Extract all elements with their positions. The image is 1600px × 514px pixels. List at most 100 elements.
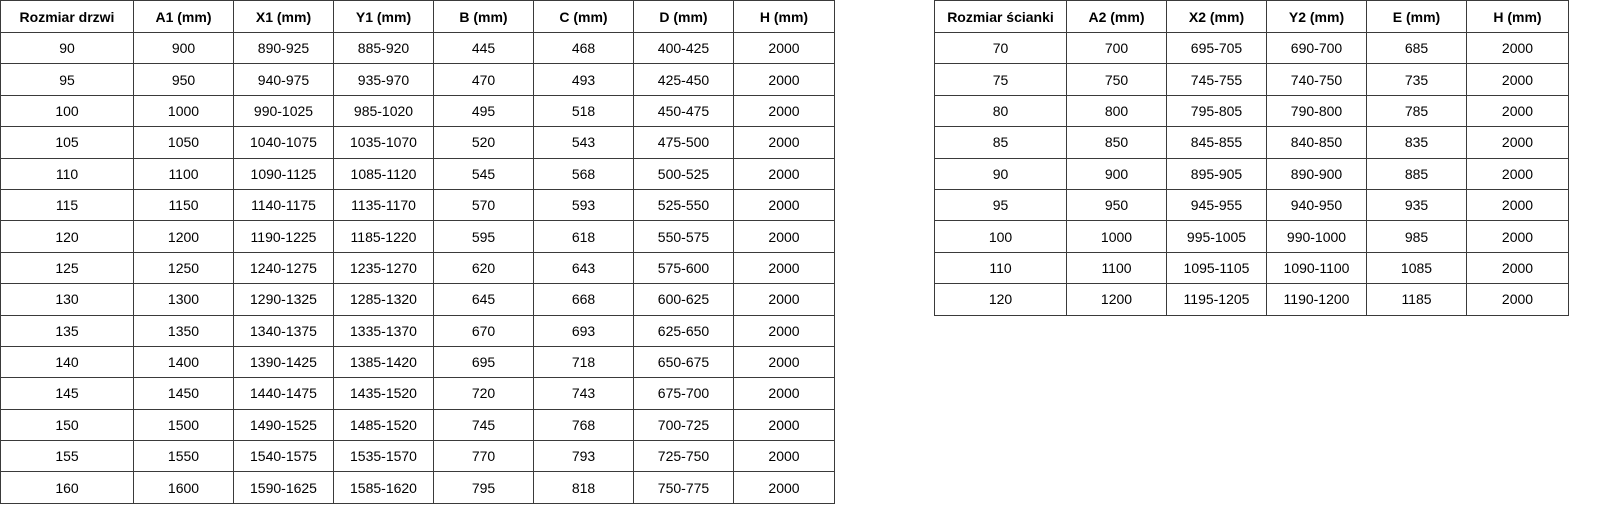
table-cell: 845-855 — [1166, 126, 1267, 159]
column-header: A1 (mm) — [133, 0, 234, 33]
table-cell: 1250 — [133, 251, 234, 285]
table-cell: 575-600 — [633, 251, 734, 285]
table-cell: 700-725 — [633, 408, 734, 442]
table-cell: 618 — [533, 220, 634, 253]
table-cell: 518 — [533, 94, 634, 128]
table-cell: 520 — [433, 126, 534, 159]
table-cell: 1050 — [133, 126, 234, 159]
table-cell: 1040-1075 — [233, 126, 334, 159]
table-row: 120 1200 1195-1205 1190-1200 1185 2000 — [934, 283, 1569, 316]
column-header: X2 (mm) — [1166, 0, 1267, 33]
table-header: Rozmiar drzwi A1 (mm) X1 (mm) Y1 (mm) B (mm)… — [0, 0, 835, 33]
table-cell: 1235-1270 — [333, 251, 434, 285]
table-cell: 700 — [1066, 31, 1167, 65]
table-cell: 85 — [934, 126, 1067, 159]
table-row: 95 950 940-975 935-970 470 493 425-450 2000 — [0, 63, 835, 96]
table-cell: 1600 — [133, 471, 234, 504]
table-cell: 1335-1370 — [333, 314, 434, 347]
table-cell: 840-850 — [1266, 126, 1367, 159]
table-cell: 500-525 — [633, 157, 734, 190]
table-row: 135 1350 1340-1375 1335-1370 670 693 625-650 20… — [0, 314, 835, 347]
table-cell: 2000 — [733, 440, 835, 473]
table-cell: 885 — [1366, 157, 1467, 190]
table-cell: 940-975 — [233, 63, 334, 96]
table-cell: 818 — [533, 471, 634, 504]
table-cell: 2000 — [733, 157, 835, 190]
table-cell: 1290-1325 — [233, 283, 334, 316]
table-row: 75 750 745-755 740-750 735 2000 — [934, 63, 1569, 96]
table-header: Rozmiar ścianki A2 (mm) X2 (mm) Y2 (mm) E (m… — [934, 0, 1569, 33]
table-cell: 745 — [433, 408, 534, 442]
table-cell: 945-955 — [1166, 188, 1267, 222]
table-row: 100 1000 990-1025 985-1020 495 518 450-475 2000 — [0, 94, 835, 128]
table-row: 105 1050 1040-1075 1035-1070 520 543 475-500 20… — [0, 126, 835, 159]
table-cell: 725-750 — [633, 440, 734, 473]
table-cell: 90 — [0, 31, 134, 65]
table-cell: 720 — [433, 377, 534, 410]
column-header: D (mm) — [633, 0, 734, 33]
column-header: B (mm) — [433, 0, 534, 33]
table-cell: 125 — [0, 251, 134, 285]
table-cell: 2000 — [1466, 220, 1569, 253]
column-header: H (mm) — [733, 0, 835, 33]
table-cell: 1540-1575 — [233, 440, 334, 473]
table-cell: 450-475 — [633, 94, 734, 128]
table-cell: 495 — [433, 94, 534, 128]
table-cell: 985 — [1366, 220, 1467, 253]
table-cell: 750 — [1066, 63, 1167, 96]
table-cell: 145 — [0, 377, 134, 410]
table-cell: 800 — [1066, 94, 1167, 128]
table-row: 110 1100 1090-1125 1085-1120 545 568 500-525 20… — [0, 157, 835, 190]
table-cell: 745-755 — [1166, 63, 1267, 96]
table-cell: 693 — [533, 314, 634, 347]
table-cell: 1590-1625 — [233, 471, 334, 504]
table-cell: 155 — [0, 440, 134, 473]
table-cell: 940-950 — [1266, 188, 1367, 222]
table-cell: 600-625 — [633, 283, 734, 316]
table-row: 70 700 695-705 690-700 685 2000 — [934, 31, 1569, 65]
table-cell: 568 — [533, 157, 634, 190]
table-cell: 1195-1205 — [1166, 283, 1267, 316]
table-cell: 743 — [533, 377, 634, 410]
table-cell: 2000 — [1466, 283, 1569, 316]
table-cell: 835 — [1366, 126, 1467, 159]
table-row: 120 1200 1190-1225 1185-1220 595 618 550-575 20… — [0, 220, 835, 253]
table-cell: 695 — [433, 345, 534, 379]
table-row: 155 1550 1540-1575 1535-1570 770 793 725-750 20… — [0, 440, 835, 473]
table-cell: 140 — [0, 345, 134, 379]
table-cell: 550-575 — [633, 220, 734, 253]
table-cell: 795 — [433, 471, 534, 504]
table-cell: 1490-1525 — [233, 408, 334, 442]
table-cell: 685 — [1366, 31, 1467, 65]
table-cell: 570 — [433, 188, 534, 222]
table-cell: 2000 — [1466, 63, 1569, 96]
table-cell: 110 — [0, 157, 134, 190]
table-cell: 1085-1120 — [333, 157, 434, 190]
table-cell: 695-705 — [1166, 31, 1267, 65]
table-cell: 470 — [433, 63, 534, 96]
table-row: 130 1300 1290-1325 1285-1320 645 668 600-625 20… — [0, 283, 835, 316]
table-row: 80 800 795-805 790-800 785 2000 — [934, 94, 1569, 128]
table-cell: 770 — [433, 440, 534, 473]
column-header: Y2 (mm) — [1266, 0, 1367, 33]
table-cell: 100 — [934, 220, 1067, 253]
table-cell: 110 — [934, 251, 1067, 285]
table-cell: 1550 — [133, 440, 234, 473]
table-cell: 1100 — [1066, 251, 1167, 285]
table-row: 150 1500 1490-1525 1485-1520 745 768 700-725 20… — [0, 408, 835, 442]
table-cell: 80 — [934, 94, 1067, 128]
table-cell: 1385-1420 — [333, 345, 434, 379]
table-cell: 643 — [533, 251, 634, 285]
table-cell: 593 — [533, 188, 634, 222]
table-cell: 1500 — [133, 408, 234, 442]
table-cell: 2000 — [733, 345, 835, 379]
table-cell: 95 — [0, 63, 134, 96]
table-cell: 90 — [934, 157, 1067, 190]
table-cell: 785 — [1366, 94, 1467, 128]
door-size-table: Rozmiar drzwi A1 (mm) X1 (mm) Y1 (mm) B (mm)… — [0, 0, 835, 504]
table-cell: 1190-1225 — [233, 220, 334, 253]
table-cell: 1485-1520 — [333, 408, 434, 442]
table-cell: 790-800 — [1266, 94, 1367, 128]
table-cell: 1390-1425 — [233, 345, 334, 379]
table-cell: 2000 — [1466, 126, 1569, 159]
